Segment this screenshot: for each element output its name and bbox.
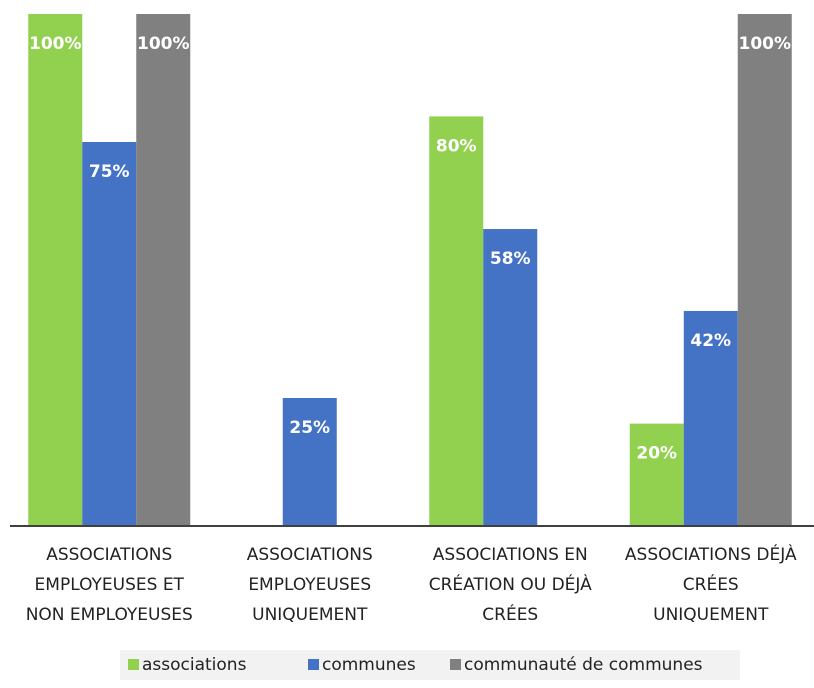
- legend-label: communes: [322, 655, 416, 675]
- value-label: 100%: [738, 34, 791, 54]
- value-label: 80%: [436, 136, 477, 156]
- x-tick-label: ASSOCIATIONS EMPLOYEUSES UNIQUEMENT: [246, 545, 373, 625]
- bar: [28, 14, 83, 526]
- x-tick-label: ASSOCIATIONS DÉJÀ CRÉES UNIQUEMENT: [624, 545, 797, 625]
- value-label: 75%: [89, 162, 130, 182]
- value-label: 20%: [636, 444, 677, 464]
- bar: [282, 398, 337, 526]
- legend-swatch: [450, 659, 461, 670]
- value-label: 100%: [29, 34, 82, 54]
- legend-label: communauté de communes: [464, 655, 703, 675]
- x-tick-label: ASSOCIATIONS EMPLOYEUSES ET NON EMPLOYEU…: [25, 545, 193, 625]
- legend-label: associations: [142, 655, 247, 675]
- value-label: 42%: [690, 331, 731, 351]
- value-label: 58%: [490, 249, 531, 269]
- value-label: 100%: [137, 34, 190, 54]
- bar: [136, 14, 191, 526]
- legend-box: [120, 650, 740, 680]
- legend-swatch: [128, 659, 139, 670]
- bar: [429, 116, 484, 527]
- legend-swatch: [308, 659, 319, 670]
- bar: [82, 142, 137, 526]
- value-label: 25%: [289, 418, 330, 438]
- bar: [737, 14, 792, 526]
- bar: [683, 310, 738, 526]
- legend: associations communes communauté de commun…: [120, 650, 740, 680]
- x-tick-label: ASSOCIATIONS EN CRÉATION OU DÉJÀ CRÉES: [428, 545, 592, 625]
- bar: [483, 229, 538, 527]
- bar: [629, 423, 684, 526]
